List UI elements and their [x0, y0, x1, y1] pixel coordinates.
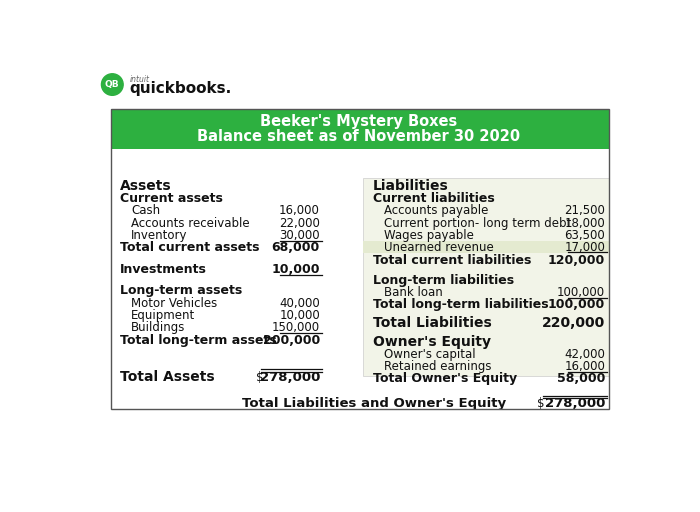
Text: Buildings: Buildings: [131, 322, 186, 334]
Text: $: $: [537, 397, 545, 410]
Bar: [111, 109, 609, 410]
Text: Liabilities: Liabilities: [372, 179, 449, 193]
Text: 22,000: 22,000: [279, 217, 320, 230]
Text: 17,000: 17,000: [564, 241, 606, 253]
Text: 68,000: 68,000: [272, 241, 320, 254]
Text: Total current assets: Total current assets: [120, 241, 260, 254]
Text: Long-term assets: Long-term assets: [120, 284, 242, 297]
Text: Current portion- long term debt: Current portion- long term debt: [384, 217, 570, 230]
Text: Equipment: Equipment: [131, 309, 195, 322]
Text: 16,000: 16,000: [279, 204, 320, 217]
Text: 150,000: 150,000: [272, 322, 320, 334]
Bar: [111, 109, 609, 149]
Text: Assets: Assets: [120, 179, 172, 193]
Text: 58,000: 58,000: [556, 372, 606, 385]
Text: 63,500: 63,500: [564, 229, 606, 242]
Text: Accounts payable: Accounts payable: [384, 204, 488, 217]
Text: Motor Vehicles: Motor Vehicles: [131, 297, 217, 310]
Text: intuit: intuit: [130, 75, 149, 84]
Text: Cash: Cash: [131, 204, 160, 217]
Text: Total long-term assets: Total long-term assets: [120, 334, 276, 347]
Bar: [363, 241, 609, 253]
Text: Unearned revenue: Unearned revenue: [384, 241, 494, 253]
Text: 278,000: 278,000: [260, 371, 320, 383]
Text: 10,000: 10,000: [272, 263, 320, 276]
Text: Total Owner's Equity: Total Owner's Equity: [372, 372, 517, 385]
Text: Beeker's Mystery Boxes: Beeker's Mystery Boxes: [260, 114, 457, 129]
Text: 10,000: 10,000: [279, 309, 320, 322]
Text: 40,000: 40,000: [279, 297, 320, 310]
Text: 220,000: 220,000: [542, 316, 606, 330]
Text: Long-term liabilities: Long-term liabilities: [372, 273, 514, 287]
Text: Total Assets: Total Assets: [120, 370, 215, 384]
Text: Bank loan: Bank loan: [384, 286, 442, 299]
Text: Total current liabilities: Total current liabilities: [372, 253, 531, 267]
Text: 16,000: 16,000: [564, 360, 606, 373]
Text: Current assets: Current assets: [120, 192, 223, 205]
Text: QB: QB: [105, 80, 120, 89]
Text: Total long-term liabilities: Total long-term liabilities: [372, 298, 548, 311]
Text: Owner's capital: Owner's capital: [384, 348, 475, 360]
Text: Current liabilities: Current liabilities: [372, 192, 494, 205]
Text: Accounts receivable: Accounts receivable: [131, 217, 249, 230]
Text: Wages payable: Wages payable: [384, 229, 473, 242]
Text: Retained earnings: Retained earnings: [384, 360, 491, 373]
Text: 278,000: 278,000: [545, 397, 606, 410]
Circle shape: [102, 74, 123, 95]
Bar: [363, 179, 609, 376]
Text: 120,000: 120,000: [548, 253, 606, 267]
Text: quickbooks.: quickbooks.: [130, 81, 232, 96]
Text: 200,000: 200,000: [262, 334, 320, 347]
Text: Total Liabilities and Owner's Equity: Total Liabilities and Owner's Equity: [242, 397, 507, 410]
Text: 30,000: 30,000: [279, 229, 320, 242]
Text: 21,500: 21,500: [564, 204, 606, 217]
Text: Investments: Investments: [120, 263, 207, 276]
Text: Inventory: Inventory: [131, 229, 188, 242]
Text: 42,000: 42,000: [564, 348, 606, 360]
Text: Total Liabilities: Total Liabilities: [372, 316, 491, 330]
Text: 100,000: 100,000: [548, 298, 606, 311]
Text: $: $: [256, 371, 264, 383]
Text: 18,000: 18,000: [564, 217, 606, 230]
Text: 100,000: 100,000: [557, 286, 606, 299]
Text: Owner's Equity: Owner's Equity: [372, 335, 491, 349]
Text: Balance sheet as of November 30 2020: Balance sheet as of November 30 2020: [197, 130, 520, 144]
